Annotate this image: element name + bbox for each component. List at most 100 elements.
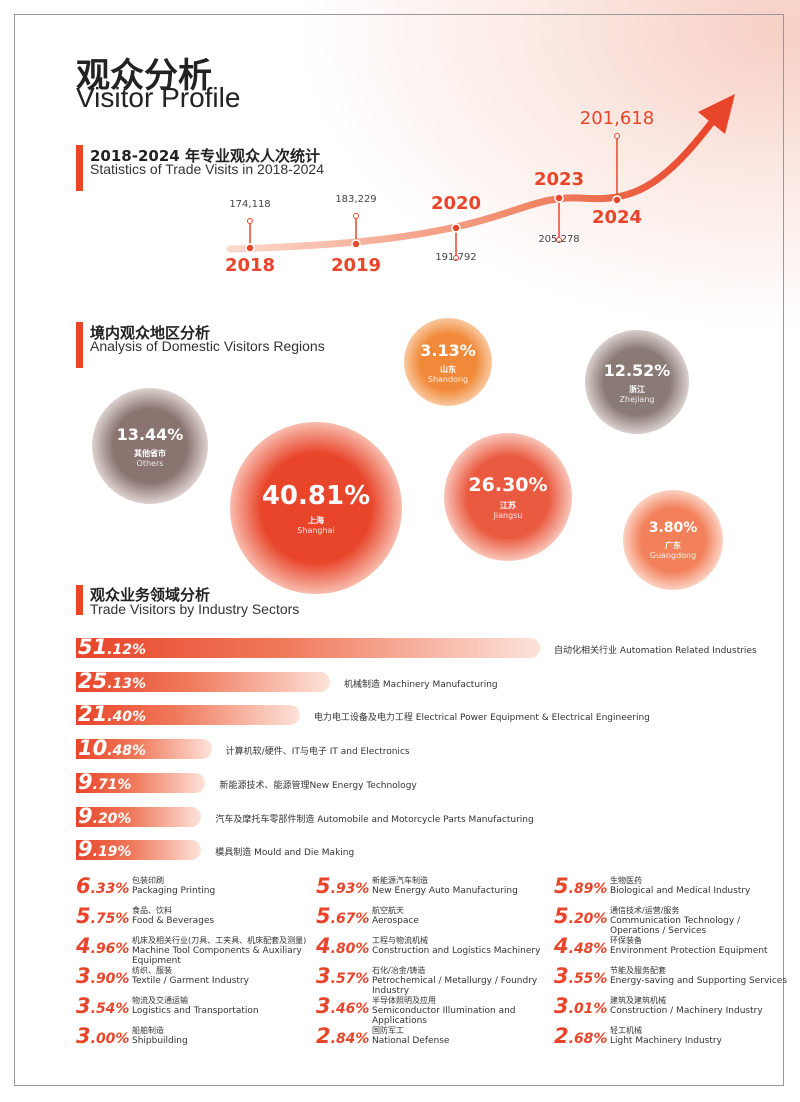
sector-share: 4.96% [76,934,130,958]
sector-name-en: Logistics and Transportation [132,1006,259,1016]
sector-share: 2.84% [316,1024,370,1048]
trend-curve [226,94,735,261]
sector-share: 3.01% [554,994,608,1018]
sector-name-zh: 物流及交通运输 [132,996,188,1005]
point [245,243,255,253]
region-share: 26.30% [468,474,548,496]
sector-share: 3.54% [76,994,130,1018]
sector-name-en: Energy-saving and Supporting Services [610,976,788,986]
sector-share: 9.71% [78,769,132,794]
sector-name-en: Environment Protection Equipment [610,946,768,956]
sector-name: 自动化相关行业 Automation Related Industries [554,646,757,656]
sector-share: 9.19% [78,837,132,862]
region-bubble: 3.80% 广东 Guangdong [623,490,723,590]
frame [14,14,784,1086]
region-name-zh: 江苏 [500,501,516,510]
sector-text: 包装印刷 Packaging Printing [132,876,312,896]
region-name-en: Zhejiang [619,394,655,404]
sector-share: 3.90% [76,964,130,988]
sector-share: 2.68% [554,1024,608,1048]
region-bubble: 26.30% 江苏 Jiangsu [444,433,572,561]
sector-bar: 25.13% [76,669,331,693]
sector-name-zh: 生物医药 [610,876,642,885]
sector-share: 21.40% [78,702,147,727]
sector-share: 6.33% [76,874,130,898]
region-bubble: 12.52% 浙江 Zhejiang [585,330,689,434]
sector-text: 通信技术/运营/服务 Communication Technology / Ope… [610,906,790,936]
year-label: 2023 [533,169,585,190]
leader-end [614,133,620,139]
sector-name-en: Petrochemical / Metallurgy / Foundry Ind… [372,976,538,996]
sector-text: 轻工机械 Light Machinery Industry [610,1026,790,1046]
sector-share: 5.93% [316,874,370,898]
point [612,195,622,205]
sector-text: 食品、饮料 Food & Beverages [132,906,312,926]
leader-end [453,255,459,261]
sector-name-zh: 国防军工 [372,1026,404,1035]
sector-name-zh: 食品、饮料 [132,906,172,915]
sector-share: 4.48% [554,934,608,958]
sector-share: 9.20% [78,803,132,828]
region-name-zh: 上海 [308,516,324,525]
sector-name-zh: 轻工机械 [610,1026,642,1035]
section-title-en: Analysis of Domestic Visitors Regions [90,338,325,354]
sector-share: 10.48% [78,736,147,761]
region-share: 12.52% [603,360,671,380]
sector-name-en: National Defense [372,1036,450,1046]
region-share: 3.80% [648,520,698,536]
sector-bar: 10.48% [76,736,212,761]
sector-name-en: Light Machinery Industry [610,1036,722,1046]
leader-end [247,218,253,224]
sector-name-en: Aerospace [372,916,419,926]
sector-share: 3.57% [316,964,370,988]
sector-text: 石化/冶金/铸造 Petrochemical / Metallurgy / Fou… [372,966,552,996]
region-share: 3.13% [420,340,476,360]
sector-name-en: Construction / Machinery Industry [610,1006,763,1016]
region-bubble: 13.44% 其他省市 Others [92,388,208,504]
sector-text: 节能及服务配套 Energy-saving and Supporting Serv… [610,966,790,986]
section-marker [76,585,83,615]
visits-label: 174,118 [229,199,271,210]
sector-name-zh: 船舶制造 [132,1026,164,1035]
region-share: 40.81% [261,481,371,511]
region-name-zh: 浙江 [629,384,645,394]
point [351,239,361,249]
year-label: 2024 [591,207,643,228]
sector-text: 物流及交通运输 Logistics and Transportation [132,996,312,1016]
region-name-en: Others [136,458,164,468]
region-name-zh: 其他省市 [134,448,166,458]
year-label: 2019 [330,255,382,276]
sector-name-en: Machine Tool Components & Auxiliary Equi… [132,946,302,966]
sector-text: 工程与物流机械 Construction and Logistics Machin… [372,936,552,956]
sector-name: 电力电工设备及电力工程 Electrical Power Equipment &… [313,713,650,724]
section-title-zh: 观众业务领域分析 [90,586,211,604]
sector-name-zh: 环保装备 [610,936,642,945]
sector-name: 新能源技术、能源管理New Energy Technology [219,780,417,791]
leader-end [556,237,562,243]
section-title-zh: 2018-2024 年专业观众人次统计 [90,147,320,165]
sector-name-zh: 包装印刷 [132,876,164,885]
sector-share: 3.46% [316,994,370,1018]
sector-text: 机床及相关行业(刀具、工夹具、机床配套及测量) Machine Tool Comp… [132,936,312,966]
sector-text: 新能源汽车制造 New Energy Auto Manufacturing [372,876,552,896]
sector-bar: 9.19% [76,837,202,862]
sector-name: 机械制造 Machinery Manufacturing [344,679,498,690]
visits-label: 205,278 [538,234,580,245]
sector-bar: 9.71% [76,769,206,794]
title-zh: 观众分析 [76,56,212,96]
sector-bar: 21.40% [76,702,300,727]
region-share: 13.44% [116,424,184,444]
sector-name-zh: 节能及服务配套 [610,966,666,975]
region-bubble: 40.81% 上海 Shanghai [230,422,402,594]
sector-name-en: Semiconductor Illumination and Applicati… [372,1006,516,1026]
section-title-en: Statistics of Trade Visits in 2018-2024 [90,161,324,177]
sector-text: 国防军工 National Defense [372,1026,552,1046]
sector-name-en: Biological and Medical Industry [610,886,751,896]
year-label: 2020 [430,193,482,214]
sector-name-en: New Energy Auto Manufacturing [372,886,518,896]
region-name-en: Guangdong [649,551,697,560]
region-name-zh: 广东 [665,541,681,550]
sector-name-zh: 机床及相关行业(刀具、工夹具、机床配套及测量) [132,936,307,945]
sector-name-en: Shipbuilding [132,1036,188,1046]
sector-share: 3.00% [76,1024,130,1048]
